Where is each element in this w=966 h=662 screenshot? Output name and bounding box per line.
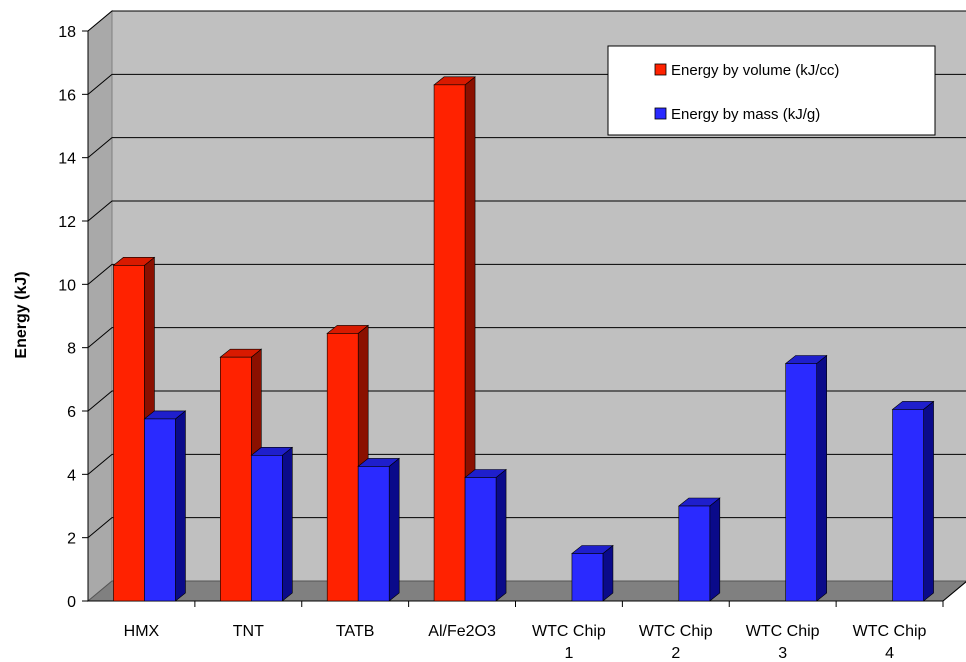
x-tick-label: WTC Chip 4: [853, 623, 927, 662]
y-tick-label: 8: [67, 341, 76, 358]
y-tick-label: 16: [58, 87, 76, 104]
x-tick-label: Al/Fe2O3: [428, 623, 496, 640]
x-tick-label: TNT: [233, 623, 264, 640]
legend-swatch: [654, 63, 667, 76]
y-tick-label: 10: [58, 277, 76, 294]
legend-box: [607, 45, 936, 136]
legend-label: Energy by volume (kJ/cc): [671, 62, 839, 79]
y-tick-label: 4: [67, 467, 76, 484]
y-axis-title: Energy (kJ): [13, 271, 30, 358]
floor: [86, 580, 966, 602]
legend: Energy by volume (kJ/cc) Energy by mass (…: [607, 45, 936, 136]
bar: [571, 544, 614, 602]
y-tick-label: 14: [58, 151, 76, 168]
gridline: [87, 390, 966, 412]
x-tick-label: WTC Chip 2: [639, 623, 713, 662]
legend-swatch: [654, 107, 667, 120]
gridline: [87, 453, 966, 475]
bar: [433, 76, 476, 602]
bar: [677, 497, 721, 602]
y-axis: 0 2 4 6 8 10 12 14 16 18: [58, 24, 89, 611]
gridline: [87, 327, 966, 349]
gridline: [87, 263, 966, 285]
x-axis-depth-edge: [942, 581, 966, 602]
x-tick-label: TATB: [336, 623, 375, 640]
y-tick-label: 12: [58, 214, 76, 231]
gridline: [87, 137, 966, 159]
bars: [112, 76, 935, 602]
x-tick-label: HMX: [124, 623, 160, 640]
chart-walls: [86, 9, 966, 603]
gridline: [87, 10, 966, 32]
bar: [357, 457, 401, 602]
y-tick-label: 2: [67, 531, 76, 548]
y-tick-label: 18: [58, 24, 76, 41]
x-axis: HMX TNT TATB Al/Fe2O3 WTC Chip 1 WTC Chip 2 WTC …: [88, 581, 966, 662]
bar: [143, 410, 187, 602]
side-wall: [87, 9, 113, 603]
bar: [464, 468, 507, 602]
bar: [250, 446, 294, 602]
x-tick-label: WTC Chip 1: [532, 623, 606, 662]
gridlines: [87, 10, 966, 539]
y-tick-label: 6: [67, 404, 76, 421]
legend-label: Energy by mass (kJ/g): [671, 106, 820, 123]
x-tick-label: WTC Chip 3: [746, 623, 820, 662]
gridline: [87, 200, 966, 222]
bar: [891, 400, 935, 602]
bar: [784, 354, 828, 602]
y-tick-label: 0: [67, 594, 76, 611]
